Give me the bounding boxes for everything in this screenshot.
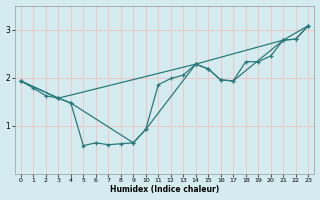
X-axis label: Humidex (Indice chaleur): Humidex (Indice chaleur) [110,185,219,194]
